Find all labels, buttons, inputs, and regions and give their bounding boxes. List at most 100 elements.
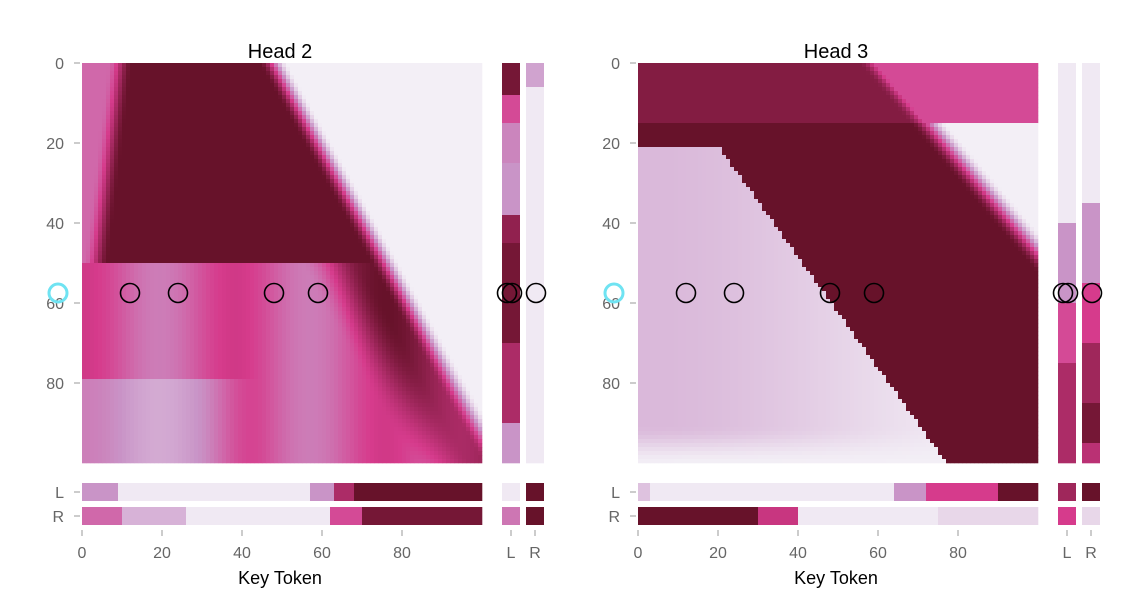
heatmap-cell xyxy=(470,251,474,255)
heatmap-cell xyxy=(410,235,414,239)
heatmap-cell xyxy=(98,187,102,191)
heatmap-cell xyxy=(374,171,378,175)
heatmap-cell xyxy=(350,151,354,155)
heatmap-cell xyxy=(90,67,94,71)
heatmap-cell xyxy=(366,147,370,151)
heatmap-cell xyxy=(102,211,106,215)
heatmap-cell xyxy=(418,203,422,207)
heatmap-cell xyxy=(322,187,326,191)
heatmap-cell xyxy=(90,247,94,251)
heatmap-cell xyxy=(362,95,366,99)
heatmap-cell xyxy=(210,215,214,219)
heatmap-cell xyxy=(342,231,346,235)
heatmap-cell xyxy=(434,183,438,187)
heatmap-cell xyxy=(338,139,342,143)
heatmap-cell xyxy=(98,131,102,135)
heatmap-cell xyxy=(406,207,410,211)
heatmap-cell xyxy=(246,83,250,87)
heatmap-cell xyxy=(430,83,434,87)
heatmap-cell xyxy=(90,135,94,139)
heatmap-cell xyxy=(230,163,234,167)
heatmap-cell xyxy=(290,247,294,251)
heatmap-cell xyxy=(478,127,482,131)
heatmap-cell xyxy=(326,235,330,239)
heatmap-cell xyxy=(282,91,286,95)
heatmap-cell xyxy=(182,207,186,211)
heatmap-cell xyxy=(214,255,218,259)
heatmap-cell xyxy=(202,139,206,143)
heatmap-cell xyxy=(178,167,182,171)
heatmap-cell xyxy=(118,75,122,79)
heatmap-cell xyxy=(346,111,350,115)
heatmap-cell xyxy=(310,71,314,75)
heatmap-cell xyxy=(102,71,106,75)
heatmap-cell xyxy=(422,123,426,127)
heatmap-cell xyxy=(442,99,446,103)
heatmap-cell xyxy=(94,119,98,123)
heatmap-cell xyxy=(406,95,410,99)
heatmap-cell xyxy=(262,195,266,199)
heatmap-cell xyxy=(126,179,130,183)
heatmap-cell xyxy=(294,95,298,99)
heatmap-cell xyxy=(134,111,138,115)
heatmap-cell xyxy=(126,243,130,247)
heatmap-cell xyxy=(234,71,238,75)
heatmap-cell xyxy=(394,163,398,167)
heatmap-cell xyxy=(98,111,102,115)
heatmap-cell xyxy=(470,79,474,83)
heatmap-cell xyxy=(362,195,366,199)
heatmap-cell xyxy=(178,247,182,251)
heatmap-cell xyxy=(270,183,274,187)
heatmap-cell xyxy=(182,111,186,115)
heatmap-cell xyxy=(94,231,98,235)
heatmap-cell xyxy=(378,99,382,103)
heatmap-cell xyxy=(138,259,142,263)
heatmap-cell xyxy=(258,231,262,235)
heatmap-cell xyxy=(270,239,274,243)
heatmap-cell xyxy=(430,147,434,151)
heatmap-cell xyxy=(430,215,434,219)
heatmap-cell xyxy=(166,187,170,191)
heatmap-cell xyxy=(198,175,202,179)
heatmap-cell xyxy=(438,171,442,175)
heatmap-cell xyxy=(302,67,306,71)
heatmap-cell xyxy=(106,191,110,195)
heatmap-cell xyxy=(218,87,222,91)
heatmap-cell xyxy=(326,63,330,67)
heatmap-cell xyxy=(130,119,134,123)
heatmap-cell xyxy=(458,143,462,147)
heatmap-cell xyxy=(282,159,286,163)
heatmap-cell xyxy=(394,159,398,163)
heatmap-cell xyxy=(226,223,230,227)
heatmap-cell xyxy=(378,239,382,243)
heatmap-cell xyxy=(254,99,258,103)
heatmap-cell xyxy=(210,75,214,79)
heatmap-cell xyxy=(298,119,302,123)
heatmap-cell xyxy=(230,235,234,239)
heatmap-cell xyxy=(198,103,202,107)
heatmap-cell xyxy=(370,143,374,147)
heatmap-cell xyxy=(238,67,242,71)
heatmap-cell xyxy=(206,195,210,199)
heatmap-cell xyxy=(130,175,134,179)
heatmap-cell xyxy=(194,83,198,87)
heatmap-cell xyxy=(126,215,130,219)
heatmap-cell xyxy=(426,259,430,263)
heatmap-cell xyxy=(402,115,406,119)
heatmap-cell xyxy=(426,163,430,167)
heatmap-cell xyxy=(298,135,302,139)
heatmap-cell xyxy=(326,255,330,259)
heatmap-cell xyxy=(298,223,302,227)
heatmap-cell xyxy=(282,111,286,115)
heatmap-cell xyxy=(142,211,146,215)
heatmap-cell xyxy=(298,147,302,151)
heatmap-cell xyxy=(414,251,418,255)
heatmap-cell xyxy=(250,71,254,75)
heatmap-cell xyxy=(166,171,170,175)
heatmap-cell xyxy=(218,111,222,115)
heatmap-cell xyxy=(394,235,398,239)
heatmap-cell xyxy=(354,111,358,115)
heatmap-cell xyxy=(354,107,358,111)
heatmap-cell xyxy=(326,119,330,123)
heatmap-cell xyxy=(170,163,174,167)
